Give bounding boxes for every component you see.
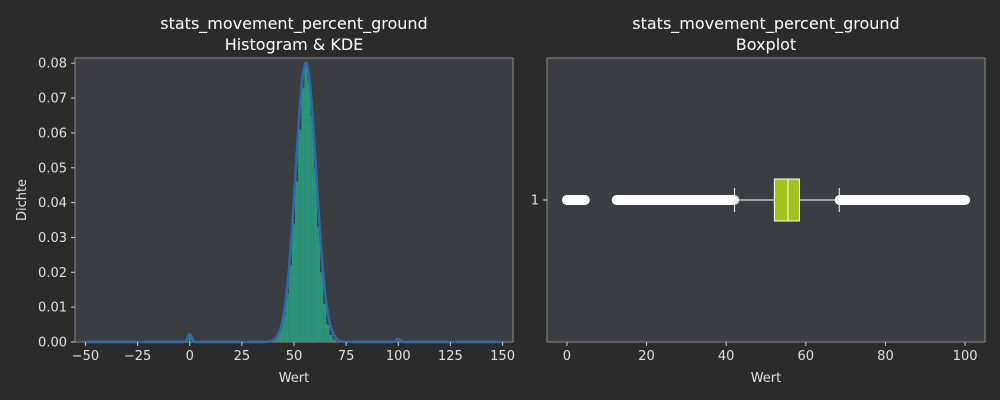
boxplot-iqr-box (773, 178, 800, 222)
histogram-bar (316, 227, 321, 342)
boxplot-x-ticks: 0 20 40 60 80 100 (563, 342, 978, 364)
histogram-x-axis-label: Wert (279, 371, 310, 386)
histogram-bar (282, 314, 286, 342)
histogram-y-tick-label: 0.06 (38, 126, 67, 141)
histogram-y-tick-label: 0.07 (38, 92, 67, 107)
boxplot-x-tick-label: 80 (877, 349, 894, 364)
boxplot-panel: stats_movement_percent_ground Boxplot 0 2… (531, 14, 986, 386)
histogram-x-tick-label: 100 (386, 349, 411, 364)
histogram-bar (279, 328, 283, 342)
histogram-bar (320, 272, 324, 342)
histogram-x-tick-label: 150 (490, 349, 515, 364)
histogram-x-tick-label: 125 (438, 349, 463, 364)
histogram-bar (307, 80, 311, 343)
histogram-y-ticks: 0.00 0.01 0.02 0.03 0.04 0.05 0.06 0.07 0.08 (38, 57, 75, 351)
histogram-y-axis-label: Dichte (15, 179, 30, 221)
boxplot-title-line2: Boxplot (736, 35, 796, 54)
histogram-bar (326, 324, 330, 342)
histogram-y-tick-label: 0.01 (38, 301, 67, 316)
histogram-bar (329, 335, 333, 342)
histogram-bar (285, 293, 289, 342)
histogram-y-tick-label: 0.02 (38, 266, 67, 281)
histogram-bars (188, 66, 336, 343)
boxplot-outlier-point (960, 195, 971, 205)
histogram-bar (291, 223, 296, 342)
boxplot-y-tick-label: 1 (531, 194, 539, 209)
histogram-panel: stats_movement_percent_ground Histogram … (15, 14, 515, 386)
histogram-x-tick-label: −50 (72, 349, 99, 364)
boxplot-x-tick-label: 40 (718, 349, 735, 364)
boxplot-x-tick-label: 0 (563, 349, 571, 364)
histogram-y-tick-label: 0.03 (38, 231, 67, 246)
histogram-x-tick-label: −25 (124, 349, 151, 364)
boxplot-y-ticks: 1 (531, 194, 547, 209)
histogram-x-tick-label: 25 (234, 349, 251, 364)
histogram-x-tick-label: 50 (286, 349, 303, 364)
histogram-bar (332, 339, 336, 342)
histogram-bar (295, 181, 299, 342)
boxplot-x-tick-label: 20 (638, 349, 655, 364)
histogram-x-tick-label: 0 (186, 349, 194, 364)
histogram-bar (298, 129, 302, 342)
histogram-bar (304, 66, 308, 342)
boxplot-outliers (561, 195, 971, 205)
histogram-bar (310, 115, 314, 342)
histogram-title-line2: Histogram & KDE (225, 35, 364, 54)
histogram-bar (313, 167, 317, 342)
histogram-bar (301, 87, 305, 342)
histogram-x-tick-label: 75 (338, 349, 355, 364)
boxplot-box (734, 178, 840, 222)
boxplot-x-tick-label: 60 (798, 349, 815, 364)
histogram-bar (288, 265, 292, 342)
histogram-x-ticks: −50 −25 0 25 50 75 100 125 150 (72, 342, 515, 364)
histogram-title-line1: stats_movement_percent_ground (160, 14, 427, 34)
boxplot-x-axis-label: Wert (751, 371, 782, 386)
histogram-bar (323, 303, 327, 342)
boxplot-title-line1: stats_movement_percent_ground (632, 14, 899, 34)
boxplot-outlier-point (579, 195, 590, 205)
histogram-y-tick-label: 0.08 (38, 57, 67, 72)
kde-curve (85, 61, 503, 344)
histogram-bar (188, 336, 191, 342)
histogram-y-tick-label: 0.00 (38, 336, 67, 351)
histogram-bar (276, 335, 280, 342)
boxplot-x-tick-label: 100 (953, 349, 978, 364)
histogram-y-tick-label: 0.05 (38, 161, 67, 176)
histogram-y-tick-label: 0.04 (38, 196, 67, 211)
